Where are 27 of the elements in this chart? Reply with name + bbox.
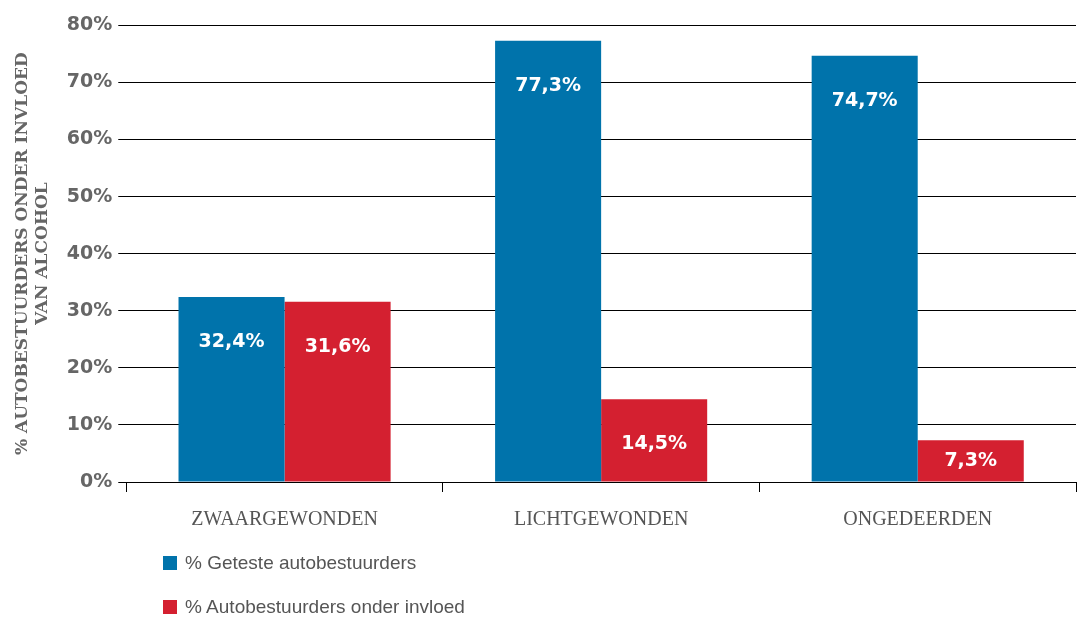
y-tick-label: 40%	[66, 240, 113, 263]
data-label: 31,6%	[304, 333, 371, 356]
data-label: 14,5%	[621, 431, 688, 454]
y-axis-title: % AUTOBESTUURDERS ONDER INVLOED VAN ALCOHOL	[10, 52, 52, 456]
bar	[284, 301, 391, 482]
y-tick-label: 0%	[80, 468, 113, 491]
data-label: 7,3%	[944, 447, 998, 470]
y-tick-label: 80%	[66, 12, 113, 35]
data-label: 74,7%	[831, 87, 898, 110]
y-tick-label: 20%	[66, 354, 113, 377]
y-tick-label: 50%	[66, 183, 113, 206]
bar	[601, 399, 708, 482]
legend-label: % Autobestuurders onder invloed	[185, 596, 465, 618]
x-tick-label: ZWAARGEWONDEN	[191, 507, 378, 530]
data-label: 32,4%	[198, 329, 265, 352]
bar	[917, 440, 1024, 482]
y-tick-label: 30%	[66, 297, 113, 320]
data-label: 77,3%	[515, 72, 582, 95]
y-tick-label: 10%	[66, 411, 113, 434]
y-tick-label: 70%	[66, 69, 113, 92]
x-tick-label: ONGEDEERDEN	[843, 507, 993, 530]
bar	[811, 55, 918, 482]
legend-label: % Geteste autobestuurders	[185, 552, 417, 574]
x-tick-label: LICHTGEWONDEN	[513, 507, 689, 530]
bar	[178, 297, 285, 482]
y-tick-label: 60%	[66, 126, 113, 149]
bar	[495, 40, 602, 482]
